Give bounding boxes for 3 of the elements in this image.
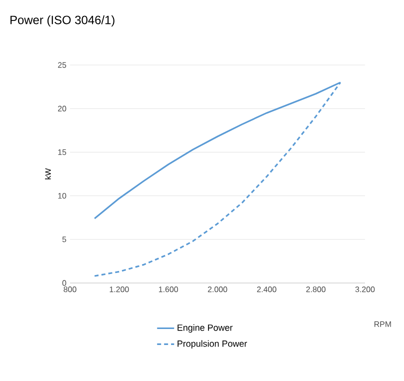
- legend-label: Propulsion Power: [178, 340, 248, 349]
- legend-label: Engine Power: [178, 324, 233, 333]
- chart-title: Power (ISO 3046/1): [10, 15, 114, 27]
